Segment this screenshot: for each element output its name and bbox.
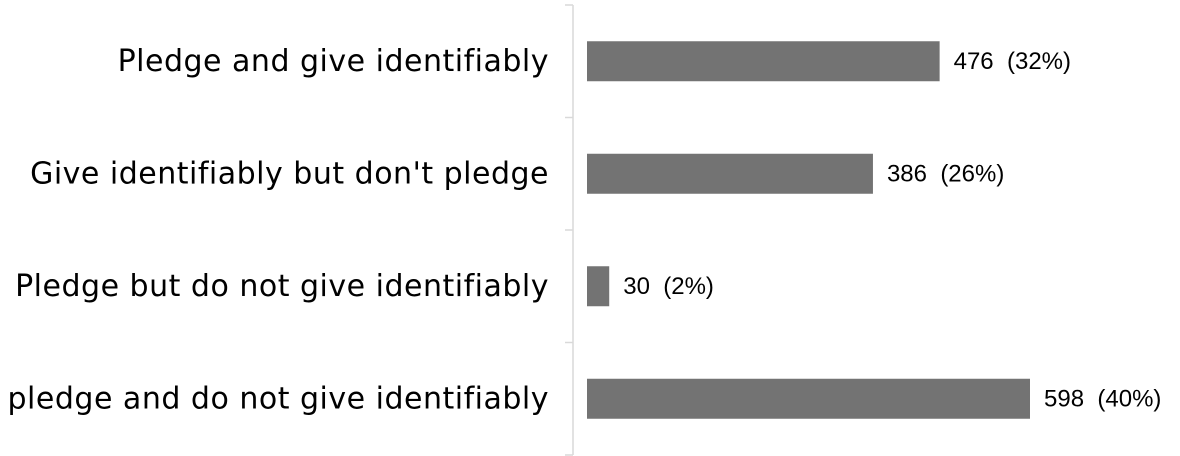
category-label: Pledge and give identifiably <box>118 44 549 79</box>
bar <box>587 41 940 82</box>
data-label: 386 (26%) <box>887 160 1004 187</box>
data-labels: 476 (32%) 386 (26%) 30 (2%) 598 (40%) <box>623 48 1161 413</box>
bar <box>587 266 610 307</box>
category-label: Do not pledge and do not give identifiab… <box>0 381 549 416</box>
category-label: Give identifiably but don't pledge <box>30 156 549 191</box>
data-label: 598 (40%) <box>1044 385 1161 412</box>
bar <box>587 378 1030 419</box>
category-label: Pledge but do not give identifiably <box>15 269 549 304</box>
category-axis-ticks <box>565 4 573 456</box>
category-labels: Pledge and give identifiably Give identif… <box>0 44 549 417</box>
data-label: 476 (32%) <box>954 48 1071 75</box>
data-label: 30 (2%) <box>623 273 714 300</box>
bars <box>587 41 1030 419</box>
bar <box>587 153 873 194</box>
